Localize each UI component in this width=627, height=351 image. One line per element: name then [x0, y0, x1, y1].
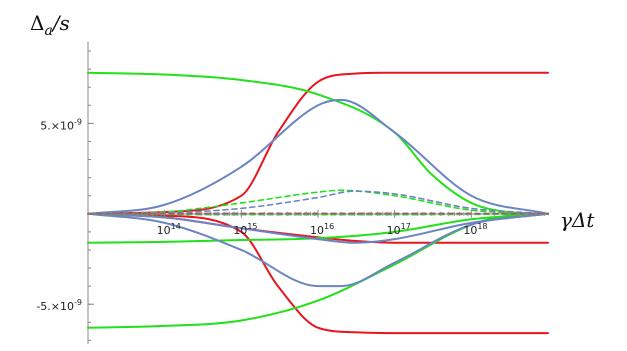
series-line-red-0 — [87, 71, 549, 215]
series-line-blue-7 — [87, 212, 549, 288]
x-tick-label-0: 1014 — [157, 222, 181, 237]
series-line-blue-6 — [87, 98, 549, 215]
x-tick-label-4: 1018 — [463, 222, 487, 237]
y-tick-label-1: -5.×10-9 — [36, 298, 82, 313]
series-line-green-dashed-9 — [87, 189, 549, 215]
x-tick-label-1: 1015 — [233, 222, 257, 237]
x-tick-label-2: 1016 — [310, 222, 334, 237]
y-axis-title: Δa/s — [30, 11, 70, 39]
x-axis-title: γΔt — [560, 208, 595, 232]
series-line-green-3 — [87, 71, 549, 215]
series-line-blue-8 — [87, 212, 549, 244]
y-ticks: 5.×10-9 -5.×10-9 — [36, 50, 94, 341]
y-tick-label-0: 5.×10-9 — [40, 117, 82, 132]
series-line-red-1 — [87, 212, 549, 335]
x-ticks: 1014 1015 1016 1017 1018 — [110, 209, 545, 237]
curves-layer — [87, 71, 549, 335]
x-tick-label-3: 1017 — [387, 222, 411, 237]
